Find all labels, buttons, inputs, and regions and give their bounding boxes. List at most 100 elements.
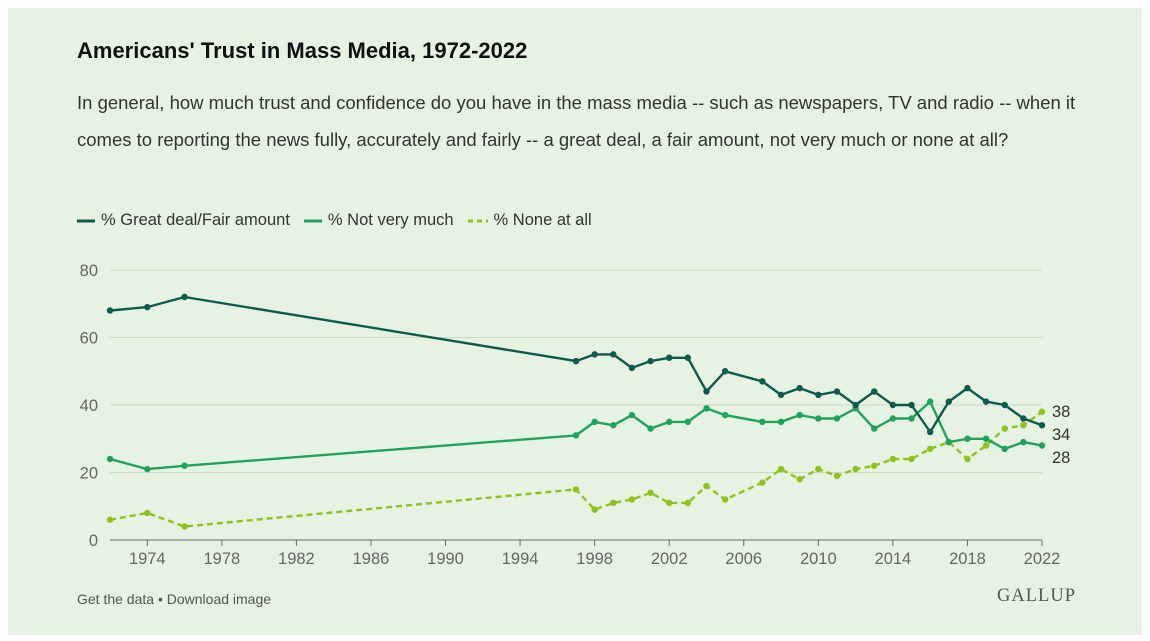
data-point [982, 435, 990, 442]
x-tick-label: 1998 [576, 550, 613, 568]
data-point [889, 455, 897, 463]
data-point [721, 368, 729, 375]
data-point [796, 476, 803, 483]
data-point [628, 411, 636, 419]
data-point [1001, 445, 1008, 453]
data-point [964, 455, 971, 463]
data-point [945, 438, 952, 446]
data-point [908, 401, 915, 409]
data-point [815, 415, 822, 422]
x-tick-label: 2010 [800, 550, 837, 568]
data-point [703, 405, 710, 412]
data-point [572, 486, 580, 493]
data-point [889, 415, 897, 422]
data-point [106, 455, 114, 463]
x-tick-label: 2014 [875, 550, 912, 568]
legend-swatch-great-deal [77, 219, 95, 222]
data-point [777, 391, 785, 399]
data-point [591, 506, 598, 513]
legend: % Great deal/Fair amount % Not very much… [77, 211, 606, 230]
data-point [1020, 422, 1027, 429]
data-point [572, 432, 580, 439]
data-point [833, 415, 841, 422]
data-point [647, 357, 654, 365]
data-point [852, 401, 859, 409]
legend-swatch-none-at-all [467, 219, 488, 222]
chart-title: Americans' Trust in Mass Media, 1972-202… [77, 38, 528, 63]
end-label: 34 [1052, 426, 1070, 444]
data-point [982, 442, 990, 449]
data-point [666, 499, 673, 507]
data-point [945, 398, 952, 405]
data-point [106, 307, 114, 314]
data-point [1001, 425, 1008, 432]
data-point [926, 398, 934, 405]
data-point [871, 462, 878, 469]
data-point [666, 354, 673, 361]
series-line-0 [109, 295, 1043, 434]
x-tick-label: 1982 [278, 550, 315, 568]
legend-item-none-at-all[interactable]: % None at all [467, 211, 592, 230]
data-point [815, 391, 822, 399]
data-point [1038, 408, 1046, 415]
data-point [610, 351, 617, 358]
x-tick-label: 1994 [502, 550, 539, 568]
legend-swatch-not-very-much [303, 219, 322, 222]
data-point [684, 354, 692, 361]
get-data-link[interactable]: Get the data [77, 591, 155, 607]
data-point [833, 388, 841, 395]
chart-subtitle: In general, how much trust and confidenc… [77, 92, 1076, 150]
data-point [908, 415, 915, 422]
footer-separator: • [154, 591, 167, 607]
data-point [1020, 438, 1027, 446]
x-tick-label: 2022 [1024, 550, 1061, 568]
series-line-2 [109, 410, 1043, 528]
data-point [982, 398, 990, 405]
data-point [759, 418, 766, 426]
data-point [647, 425, 654, 432]
chart-card: Americans' Trust in Mass Media, 1972-202… [8, 8, 1142, 635]
data-point [1038, 442, 1046, 449]
data-point [926, 445, 934, 453]
footer: Get the data • Download image [77, 591, 271, 607]
legend-item-great-deal[interactable]: % Great deal/Fair amount [77, 211, 290, 230]
x-tick-label: 1990 [427, 550, 464, 568]
legend-label-great-deal: % Great deal/Fair amount [101, 211, 290, 229]
data-point [777, 465, 785, 473]
data-point [628, 364, 636, 372]
data-point [815, 465, 822, 473]
data-point [591, 351, 598, 358]
legend-label-not-very-much: % Not very much [327, 211, 454, 229]
x-tick-label: 2002 [651, 550, 688, 568]
data-point [610, 422, 617, 429]
data-point [759, 378, 766, 385]
download-image-link[interactable]: Download image [166, 591, 272, 607]
data-point [106, 516, 114, 523]
data-point [647, 489, 654, 496]
gallup-logo: GALLUP [997, 586, 1076, 606]
data-point [796, 384, 803, 392]
x-tick-label: 1978 [203, 550, 240, 568]
y-tick-label: 40 [80, 397, 98, 415]
series-line-1 [109, 400, 1043, 471]
y-tick-label: 60 [80, 330, 98, 348]
y-tick-label: 80 [80, 262, 98, 280]
data-point [721, 411, 729, 419]
data-point [908, 455, 915, 463]
data-point [926, 428, 934, 436]
data-point [181, 293, 188, 301]
y-tick-label: 20 [80, 465, 98, 483]
data-point [572, 357, 580, 365]
data-point [833, 472, 841, 480]
legend-item-not-very-much[interactable]: % Not very much [303, 211, 454, 230]
data-point [144, 465, 151, 473]
data-point [684, 499, 692, 507]
end-label: 38 [1052, 403, 1070, 421]
data-point [889, 401, 897, 409]
data-point [759, 479, 766, 486]
end-label: 28 [1052, 449, 1070, 467]
data-point [1001, 401, 1008, 409]
data-point [1038, 422, 1046, 429]
data-point [964, 384, 971, 392]
data-point [666, 418, 673, 426]
